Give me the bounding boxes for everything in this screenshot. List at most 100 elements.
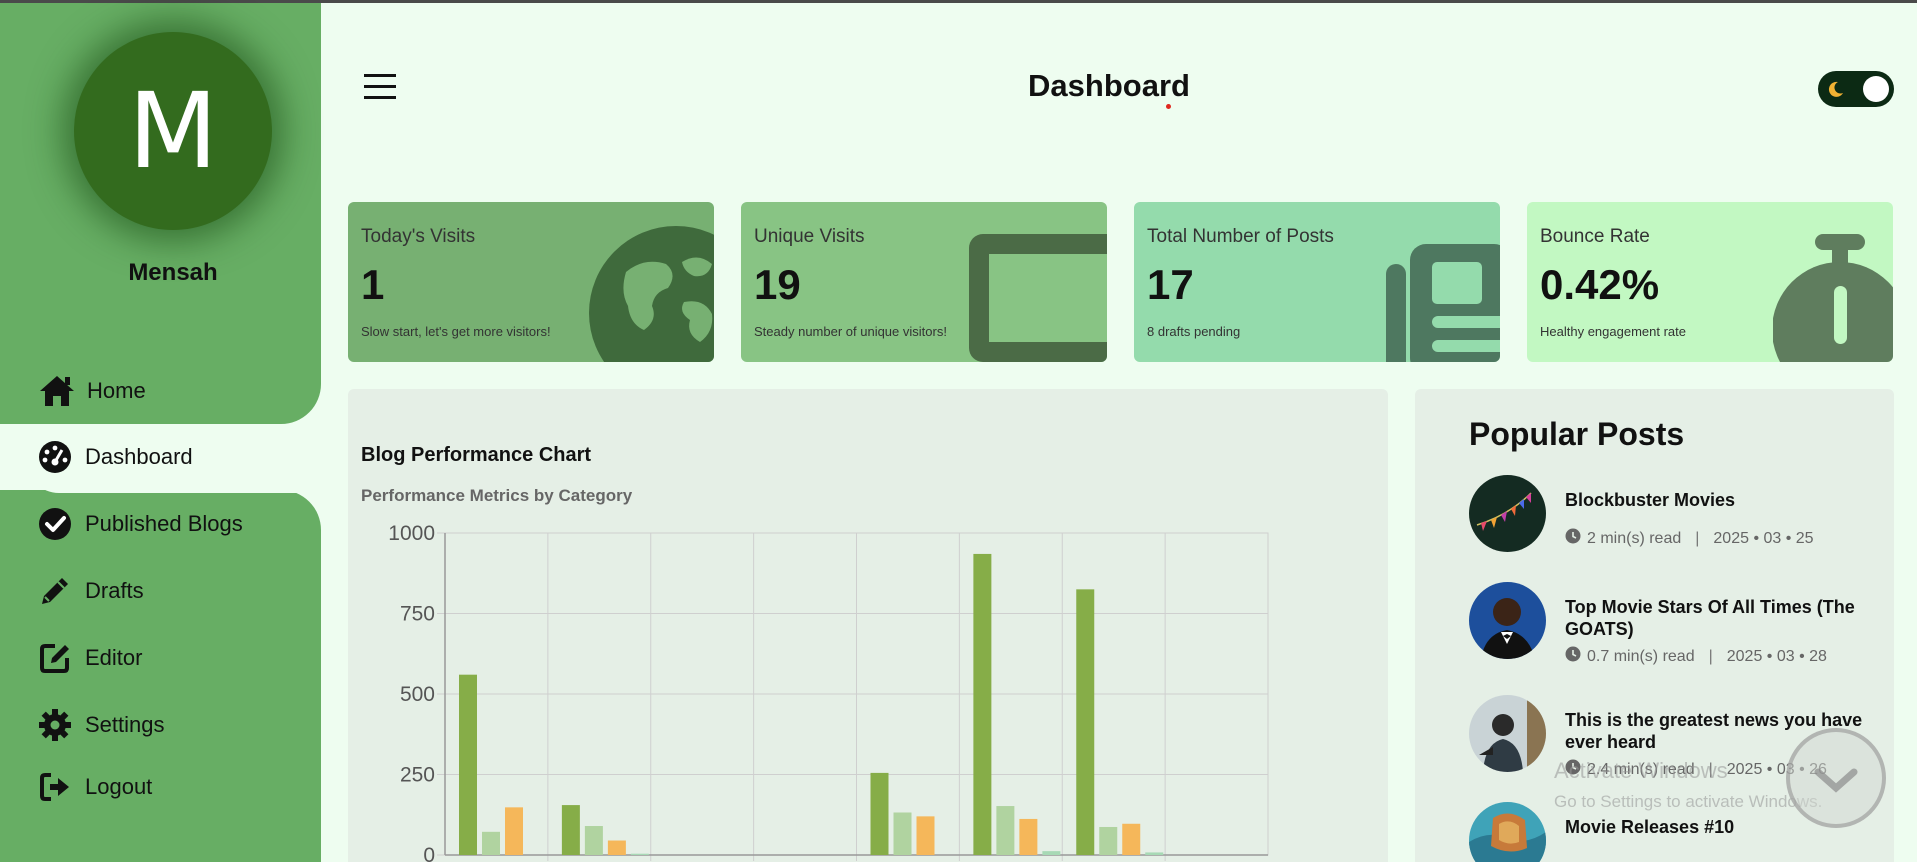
chart-bar [916, 816, 935, 855]
stat-card-unique-visits[interactable]: Unique Visits 19 Steady number of unique… [741, 202, 1107, 362]
chart-bar [1145, 852, 1164, 855]
sidebar-item-label: Drafts [85, 578, 144, 603]
menu-toggle-button[interactable] [360, 66, 400, 106]
popular-post-item[interactable]: Top Movie Stars Of All Times (The GOATS)… [1469, 582, 1869, 672]
check-circle-icon [37, 504, 73, 544]
y-tick-label: 1000 [388, 522, 435, 545]
post-thumbnail [1469, 582, 1546, 659]
chart-bar [1076, 589, 1095, 855]
sidebar-item-drafts[interactable]: Drafts [37, 569, 144, 613]
chart-panel: Blog Performance Chart Performance Metri… [348, 389, 1388, 862]
sidebar-item-label: Home [87, 378, 146, 403]
sidebar-item-label: Logout [85, 774, 153, 799]
stat-label: Unique Visits [754, 226, 865, 247]
newspaper-icon [1380, 202, 1500, 362]
sidebar-bottom-panel [0, 490, 321, 862]
post-title: This is the greatest news you have ever … [1565, 710, 1863, 752]
y-tick-label: 0 [423, 844, 435, 862]
post-read-time: 0.7 min(s) read [1587, 647, 1695, 665]
stat-note: Healthy engagement rate [1540, 324, 1686, 339]
tablet-icon [967, 202, 1107, 362]
chart-bar [482, 831, 500, 855]
chart-bar [607, 840, 626, 855]
sidebar-item-dashboard[interactable]: Dashboard [37, 435, 193, 479]
sidebar-item-home[interactable]: Home [37, 369, 146, 413]
chart-bar [1122, 823, 1141, 855]
sidebar-item-published-blogs[interactable]: Published Blogs [37, 502, 243, 546]
chart-bar [893, 812, 912, 855]
post-meta: 0.7 min(s) read | 2025 • 03 • 28 [1565, 646, 1827, 667]
stat-card-total-posts[interactable]: Total Number of Posts 17 8 drafts pendin… [1134, 202, 1500, 362]
stat-label: Bounce Rate [1540, 226, 1650, 247]
post-date: 2025 • 03 • 25 [1713, 529, 1814, 547]
post-meta: 2 min(s) read | 2025 • 03 • 25 [1565, 528, 1814, 549]
y-tick-label: 250 [400, 764, 435, 787]
stat-label: Total Number of Posts [1147, 226, 1334, 247]
y-tick-label: 500 [400, 683, 435, 706]
sidebar-item-label: Published Blogs [85, 511, 243, 536]
dark-mode-toggle[interactable] [1818, 71, 1894, 107]
pencil-icon [37, 571, 73, 611]
chart-bar [459, 674, 477, 855]
sidebar-item-settings[interactable]: Settings [37, 703, 165, 747]
sidebar: M Mensah Home Dashboard Published Blogs … [0, 3, 336, 862]
toggle-knob [1863, 76, 1889, 102]
stat-value: 17 [1147, 261, 1194, 308]
chart-bar [561, 805, 580, 855]
dashboard-gauge-icon [37, 437, 73, 477]
sidebar-item-label: Editor [85, 645, 143, 670]
popular-posts-title: Popular Posts [1469, 416, 1685, 452]
chart-bar [1099, 826, 1118, 855]
scroll-action-button[interactable] [1786, 728, 1886, 828]
globe-icon [574, 202, 714, 362]
stat-note: Slow start, let's get more visitors! [361, 324, 551, 339]
popular-post-item[interactable]: Blockbuster Movies 2 min(s) read | 2025 … [1469, 475, 1869, 565]
sidebar-item-label: Dashboard [85, 444, 193, 469]
clock-icon [1565, 759, 1581, 780]
stat-note: Steady number of unique visitors! [754, 324, 947, 339]
window-top-border [0, 0, 1917, 3]
popular-post-item[interactable]: This is the greatest news you have ever … [1469, 695, 1869, 785]
chart-subtitle: Performance Metrics by Category [361, 486, 633, 505]
stopwatch-icon [1772, 202, 1893, 362]
chart-bar [505, 807, 523, 855]
post-thumbnail [1469, 695, 1546, 772]
y-tick-label: 750 [400, 603, 435, 626]
post-title: Movie Releases #10 [1565, 817, 1735, 837]
post-title: Blockbuster Movies [1565, 490, 1736, 510]
chart-bar [870, 772, 889, 855]
post-read-time: 2.4 min(s) read [1587, 760, 1695, 778]
activate-windows-watermark: Activate Windows [1554, 758, 1728, 783]
moon-icon [1827, 80, 1845, 103]
chart-bar [630, 853, 649, 855]
stat-card-bounce-rate[interactable]: Bounce Rate 0.42% Healthy engagement rat… [1527, 202, 1893, 362]
page-title: Dashboard [1028, 68, 1190, 103]
logout-icon [37, 767, 73, 807]
stat-note: 8 drafts pending [1147, 324, 1241, 339]
sidebar-item-logout[interactable]: Logout [37, 765, 152, 809]
popular-post-item[interactable]: Movie Releases #10 [1469, 802, 1869, 862]
stat-card-todays-visits[interactable]: Today's Visits 1 Slow start, let's get m… [348, 202, 714, 362]
user-name: Mensah [128, 259, 218, 286]
stat-label: Today's Visits [361, 226, 476, 247]
post-thumbnail [1469, 475, 1546, 552]
post-read-time: 2 min(s) read [1587, 529, 1682, 547]
chevron-down-icon [1814, 768, 1858, 793]
chart-bar [1042, 851, 1061, 855]
gear-icon [37, 705, 73, 745]
stat-value: 19 [754, 261, 801, 308]
stat-value: 1 [361, 261, 385, 308]
home-icon [37, 371, 77, 411]
clock-icon [1565, 646, 1581, 667]
sidebar-item-editor[interactable]: Editor [37, 636, 142, 680]
stat-value: 0.42% [1540, 261, 1660, 308]
chart-bar [584, 826, 603, 855]
sidebar-item-label: Settings [85, 712, 165, 737]
chart-bar [996, 806, 1015, 855]
edit-square-icon [37, 638, 73, 678]
bar-chart: 0 250 500 750 1000 [388, 522, 1269, 862]
chart-title: Blog Performance Chart [361, 444, 592, 466]
post-date: 2025 • 03 • 28 [1726, 647, 1827, 665]
avatar[interactable]: M [74, 32, 272, 230]
active-nav-highlight [26, 427, 336, 493]
